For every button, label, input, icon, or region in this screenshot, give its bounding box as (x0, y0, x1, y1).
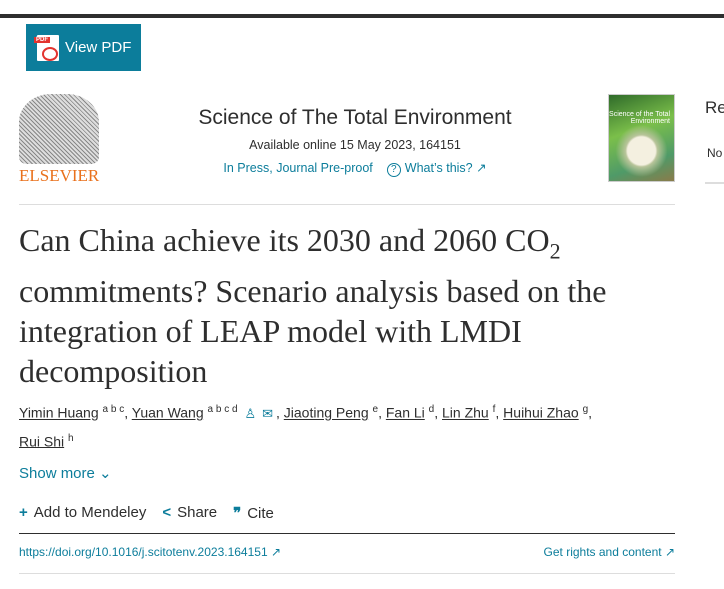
mendeley-label: Add to Mendeley (33, 504, 147, 521)
author-link[interactable]: Fan Li (386, 405, 425, 421)
author-name: Fan Li (385, 404, 425, 421)
side-heading: Re (705, 98, 724, 117)
author-name: Yuan Wang (131, 404, 204, 421)
elsevier-logo[interactable]: ELSEVIER (19, 94, 100, 185)
author-link[interactable]: Huihui Zhao (503, 405, 579, 421)
press-status: In Press, Journal Pre-proof? What’s this?… (160, 160, 550, 177)
author-name: Huihui Zhao (503, 404, 579, 421)
author-name: Jiaoting Peng (283, 404, 369, 421)
author-list: Yimin Huang a b c, Yuan Wang a b c d ♙ ✉,… (19, 404, 593, 450)
tree-icon (19, 94, 99, 164)
affiliation[interactable]: a b c d (207, 404, 238, 415)
in-press-link[interactable]: In Press, Journal Pre-proof (223, 161, 373, 175)
share-icon: < (162, 504, 172, 521)
author-link[interactable]: Lin Zhu (442, 405, 489, 421)
title-part: commitments? Scenario analysis based on … (19, 273, 607, 390)
person-icon[interactable]: ♙ (244, 405, 257, 421)
side-divider (705, 182, 724, 184)
article-title: Can China achieve its 2030 and 2060 CO2 … (19, 220, 669, 391)
affiliation[interactable]: a b c (102, 404, 125, 415)
author-link[interactable]: Yuan Wang (132, 405, 204, 421)
author-name: Lin Zhu (442, 404, 489, 421)
elsevier-wordmark: ELSEVIER (19, 166, 100, 185)
author-link[interactable]: Yimin Huang (19, 405, 99, 421)
affiliation[interactable]: f (492, 404, 496, 415)
title-subscript: 2 (549, 238, 561, 264)
email-icon[interactable]: ✉ (262, 405, 273, 421)
author-link[interactable]: Rui Shi (19, 433, 64, 449)
rights-link[interactable]: Get rights and content ↗ (543, 545, 675, 559)
view-pdf-button[interactable]: View PDF (26, 24, 141, 71)
help-icon: ? (386, 163, 401, 177)
affiliation[interactable]: d (428, 404, 435, 415)
divider (19, 573, 675, 574)
affiliation[interactable]: h (68, 432, 74, 444)
view-pdf-label: View PDF (65, 39, 132, 56)
available-online: Available online 15 May 2023, 164151 (249, 138, 461, 152)
top-bar (0, 14, 724, 18)
chevron-down-icon: ⌄ (99, 465, 112, 482)
author-name: Yimin Huang (19, 404, 99, 421)
share-button[interactable]: < Share (162, 504, 217, 522)
side-text: No (707, 146, 723, 160)
affiliation[interactable]: g (582, 404, 589, 415)
show-more-button[interactable]: Show more ⌄ (19, 464, 112, 482)
quote-icon: ❞ (233, 505, 242, 522)
show-more-label: Show more (19, 465, 95, 482)
journal-title[interactable]: Science of The Total Environment (198, 106, 512, 129)
cite-label: Cite (247, 505, 274, 522)
journal-cover[interactable]: Science of the Total Environment (608, 94, 675, 182)
title-part: Can China achieve its 2030 and 2060 CO (19, 222, 550, 258)
pdf-icon (34, 34, 59, 61)
doi-link[interactable]: https://doi.org/10.1016/j.scitotenv.2023… (19, 545, 282, 559)
author-name: Rui Shi (19, 433, 65, 450)
author-link[interactable]: Jiaoting Peng (284, 405, 369, 421)
action-bar: + Add to Mendeley < Share ❞ Cite (19, 504, 274, 522)
affiliation[interactable]: e (372, 404, 379, 415)
divider (19, 204, 675, 205)
plus-icon: + (19, 504, 28, 521)
journal-header: Science of The Total Environment Availab… (160, 106, 550, 177)
share-label: Share (177, 504, 218, 521)
whats-this-link[interactable]: What’s this? ↗ (404, 161, 487, 175)
cite-button[interactable]: ❞ Cite (233, 504, 274, 522)
add-to-mendeley-button[interactable]: + Add to Mendeley (19, 504, 146, 522)
divider (19, 533, 675, 534)
cover-text: Science of the Total Environment (609, 111, 670, 125)
